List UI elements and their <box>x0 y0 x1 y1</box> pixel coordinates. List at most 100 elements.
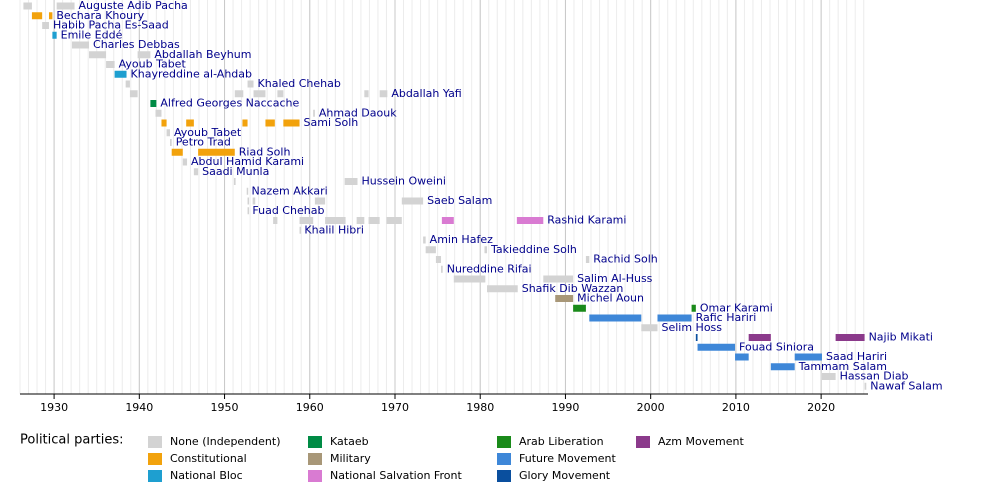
term-bar <box>441 217 454 224</box>
pm-name: Abdallah Beyhum <box>154 48 251 61</box>
term-bar <box>161 119 167 127</box>
pm-name: Bechara Khoury <box>56 9 144 22</box>
pm-name: Petro Trad <box>176 136 231 149</box>
x-tick-label: 1950 <box>211 401 239 414</box>
x-tick-label: 1960 <box>296 401 324 414</box>
term-bar <box>314 197 326 205</box>
term-bar <box>487 285 518 293</box>
legend-label: Azm Movement <box>658 435 744 448</box>
term-bar <box>364 90 369 98</box>
term-bar <box>52 31 57 39</box>
legend-swatch <box>308 453 322 465</box>
term-bar <box>233 178 236 185</box>
term-bar <box>234 90 244 98</box>
pm-name: Fuad Chehab <box>252 204 324 217</box>
x-tick-label: 1970 <box>381 401 409 414</box>
term-bar <box>821 373 836 380</box>
legend-swatch <box>308 470 322 482</box>
term-bar <box>794 353 822 361</box>
term-bar <box>695 334 698 341</box>
pm-name: Emile Eddé <box>61 28 123 41</box>
term-bar <box>641 324 658 332</box>
term-bar <box>835 334 865 341</box>
term-bar <box>247 207 250 215</box>
legend-label: National Bloc <box>170 469 243 482</box>
term-bar <box>265 119 275 127</box>
legend-label: Arab Liberation <box>519 435 604 448</box>
term-bar <box>242 119 248 127</box>
term-bar <box>31 12 43 20</box>
legend-label: Future Movement <box>519 452 616 465</box>
term-bar <box>277 90 284 98</box>
pm-name: Nawaf Salam <box>870 379 942 392</box>
term-bar <box>247 197 250 205</box>
term-bar <box>89 51 107 59</box>
term-bar <box>864 382 867 390</box>
legend-swatch <box>497 436 511 448</box>
term-bar <box>543 275 574 283</box>
x-tick-label: 1990 <box>551 401 579 414</box>
pm-name: Ayoub Tabet <box>119 58 187 71</box>
pm-name: Fouad Siniora <box>739 340 814 353</box>
term-bar <box>425 246 436 254</box>
legend-label: Kataeb <box>330 435 369 448</box>
term-bar <box>166 129 170 137</box>
pm-name: Khaled Chehab <box>258 77 341 90</box>
pm-name: Ahmad Daouk <box>319 106 397 119</box>
term-bar <box>313 109 315 117</box>
term-bar <box>555 295 574 302</box>
pm-name: Riad Solh <box>239 145 291 158</box>
pm-name: Abdul Hamid Karami <box>191 155 304 168</box>
term-bar <box>137 51 151 59</box>
x-tick-label: 2000 <box>637 401 665 414</box>
pm-name: Selim Hoss <box>661 321 722 334</box>
legend-swatch <box>308 436 322 448</box>
legend-swatch <box>497 470 511 482</box>
pm-name: Sami Solh <box>304 116 359 129</box>
term-bar <box>435 256 442 263</box>
term-bar <box>589 314 642 322</box>
term-bar <box>423 236 426 244</box>
term-bar <box>735 353 749 361</box>
x-tick-label: 2020 <box>807 401 835 414</box>
term-bar <box>299 217 314 224</box>
term-bar <box>585 256 590 263</box>
term-bar <box>252 197 256 205</box>
legend-label: Military <box>330 452 371 465</box>
term-bar <box>299 226 302 234</box>
legend-swatch <box>148 453 162 465</box>
pm-name: Najib Mikati <box>869 331 933 344</box>
legend-title: Political parties: <box>20 433 124 448</box>
pm-name: Rafic Hariri <box>696 311 757 324</box>
legend-label: National Salvation Front <box>330 469 462 482</box>
pm-name: Rachid Solh <box>593 253 657 266</box>
term-bar <box>169 139 172 146</box>
term-bar <box>697 343 736 351</box>
pm-name: Khayreddine al-Ahdab <box>131 67 252 80</box>
legend-label: None (Independent) <box>170 435 281 448</box>
term-bar <box>691 304 696 312</box>
term-bar <box>386 217 402 224</box>
term-bar <box>106 61 115 68</box>
term-bar <box>273 217 278 224</box>
term-bar <box>246 187 249 195</box>
term-bar <box>150 100 157 107</box>
term-bar <box>484 246 488 254</box>
pm-name: Abdallah Yafi <box>391 87 461 100</box>
term-bar <box>182 158 188 166</box>
term-bar <box>344 178 358 185</box>
term-bar <box>42 22 49 29</box>
term-bar <box>23 2 32 10</box>
term-bar <box>193 168 199 176</box>
term-bar <box>516 217 544 224</box>
pm-name: Tammam Salam <box>798 360 887 373</box>
legend-label: Glory Movement <box>519 469 611 482</box>
term-bar <box>441 265 443 273</box>
pm-name: Hussein Oweini <box>361 175 446 188</box>
pm-name: Rashid Karami <box>547 214 626 227</box>
pm-name: Hassan Diab <box>840 370 909 383</box>
term-bar <box>56 2 75 10</box>
pm-name: Saeb Salam <box>427 194 492 207</box>
pm-name: Saadi Munla <box>202 165 269 178</box>
